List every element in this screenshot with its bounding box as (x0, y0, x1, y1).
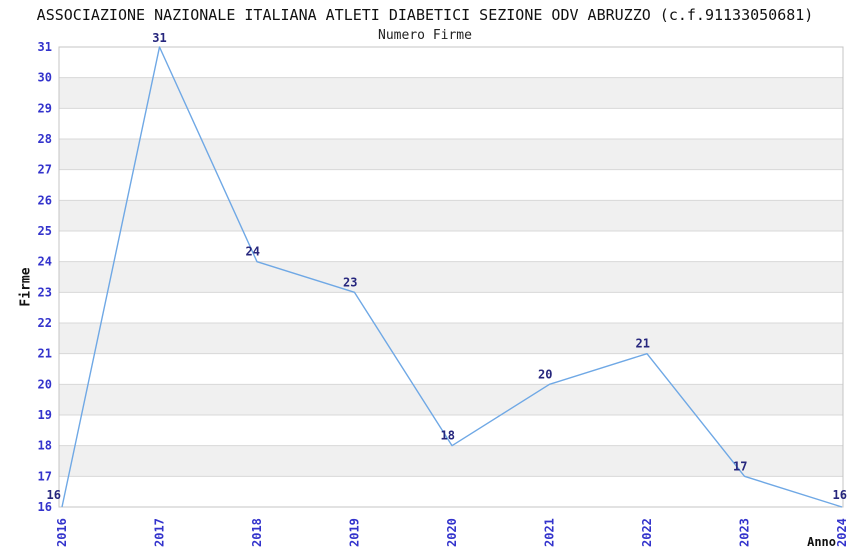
data-point-label: 24 (246, 245, 260, 259)
plot-band (59, 384, 843, 415)
chart-subtitle: Numero Firme (378, 28, 472, 43)
y-tick-label: 31 (38, 40, 52, 54)
plot-band (59, 261, 843, 293)
y-tick-label: 16 (38, 500, 52, 514)
y-tick-label: 18 (38, 439, 52, 453)
data-point-label: 17 (733, 459, 747, 473)
y-tick-label: 25 (38, 224, 52, 238)
y-tick-label: 28 (38, 132, 52, 146)
y-tick-label: 30 (38, 71, 52, 85)
x-tick-label: 2016 (55, 518, 69, 547)
chart-title: ASSOCIAZIONE NAZIONALE ITALIANA ATLETI D… (36, 6, 814, 24)
data-point-label: 21 (636, 337, 650, 351)
x-tick-label: 2017 (153, 518, 167, 547)
plot-border (58, 46, 844, 508)
series-line (61, 46, 843, 508)
y-tick-label: 29 (38, 101, 52, 115)
data-point-label: 31 (152, 31, 166, 45)
x-tick-label: 2024 (835, 518, 849, 547)
data-point-label: 23 (343, 275, 357, 289)
y-tick-label: 19 (38, 408, 52, 422)
x-tick-label: 2019 (348, 518, 362, 547)
data-point-label: 16 (47, 488, 61, 502)
data-point-label: 18 (441, 429, 455, 443)
plot-band (59, 77, 843, 109)
y-tick-label: 27 (38, 163, 52, 177)
plot-band (59, 200, 843, 231)
x-tick-label: 2022 (640, 518, 654, 547)
y-tick-label: 24 (38, 255, 52, 269)
x-tick-label: 2021 (543, 518, 557, 547)
plot-band (59, 323, 843, 354)
x-tick-label: 2023 (738, 518, 752, 547)
y-tick-label: 23 (38, 285, 52, 299)
y-tick-label: 21 (38, 347, 52, 361)
plot-band (59, 445, 843, 477)
data-point-label: 20 (538, 367, 552, 381)
plot-band (59, 139, 843, 170)
y-tick-label: 17 (38, 469, 52, 483)
x-axis-label: Anno (807, 535, 836, 549)
data-point-label: 16 (833, 488, 847, 502)
x-tick-label: 2018 (250, 518, 264, 547)
x-tick-label: 2020 (445, 518, 459, 547)
y-tick-label: 22 (38, 316, 52, 330)
y-tick-label: 20 (38, 377, 52, 391)
y-tick-label: 26 (38, 193, 52, 207)
